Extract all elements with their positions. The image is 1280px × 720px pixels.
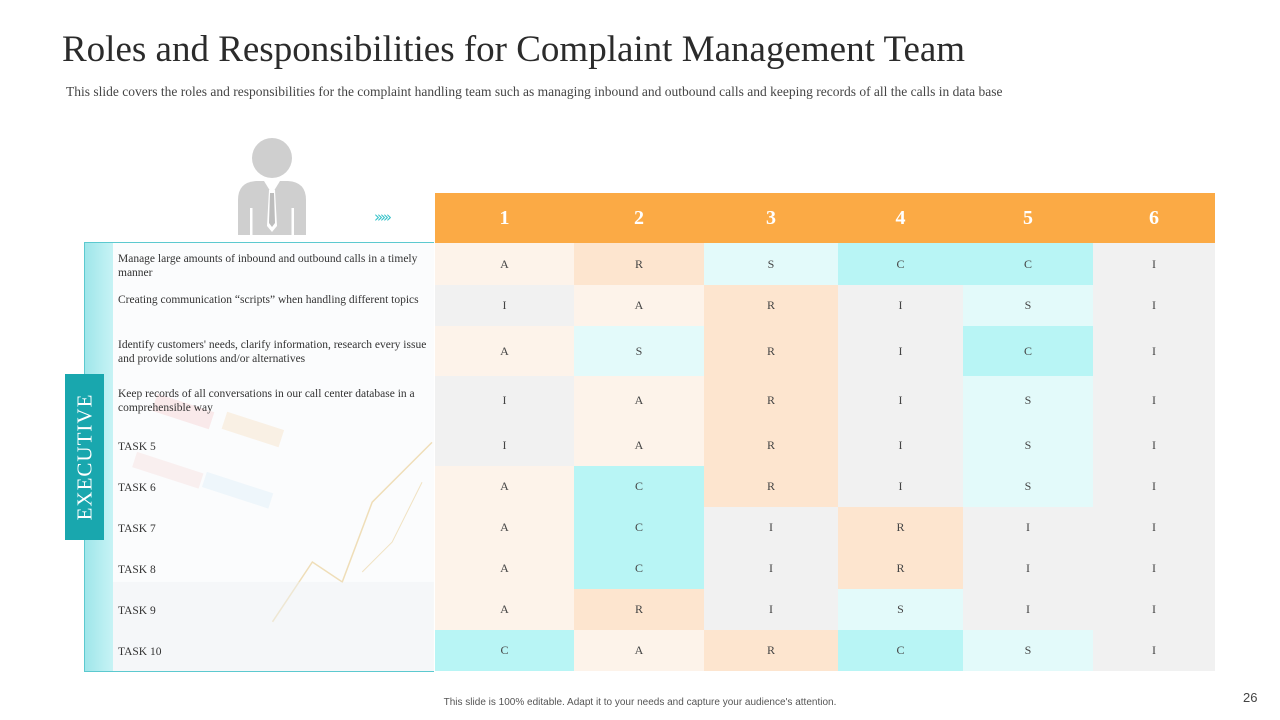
column-header: 5 — [1023, 207, 1033, 229]
column-header: 6 — [1149, 207, 1159, 229]
matrix-cell: S — [704, 243, 838, 285]
matrix-cell: A — [435, 589, 574, 630]
matrix-cell: C — [838, 243, 963, 285]
matrix-cell: A — [435, 243, 574, 285]
task-label: TASK 10 — [118, 646, 162, 658]
role-label: EXECUTIVE — [65, 374, 104, 540]
matrix-cell: C — [963, 243, 1093, 285]
matrix-cell: R — [704, 326, 838, 376]
matrix-cell: R — [704, 466, 838, 507]
matrix-cell: A — [574, 630, 704, 671]
matrix-cell: I — [1093, 630, 1215, 671]
matrix-cell: I — [435, 285, 574, 326]
page-subtitle: This slide covers the roles and responsi… — [66, 84, 1003, 99]
matrix-cell: S — [963, 285, 1093, 326]
task-label: Identify customers' needs, clarify infor… — [118, 339, 427, 365]
matrix-cell: A — [574, 376, 704, 425]
matrix-cell: I — [435, 425, 574, 466]
matrix-cell: I — [435, 376, 574, 425]
task-label: TASK 8 — [118, 564, 156, 576]
matrix-cell: A — [435, 466, 574, 507]
user-business-icon — [238, 138, 306, 235]
matrix-header: 1 2 3 4 5 6 — [435, 193, 1215, 243]
task-label: Manage large amounts of inbound and outb… — [118, 253, 418, 279]
matrix-cell: I — [1093, 285, 1215, 326]
matrix-cell: I — [838, 326, 963, 376]
matrix-cell: S — [963, 630, 1093, 671]
matrix-cell: R — [574, 243, 704, 285]
background-chart-decoration — [113, 393, 434, 671]
matrix-cell: R — [838, 548, 963, 589]
task-label: TASK 6 — [118, 482, 156, 494]
page-number: 26 — [1243, 690, 1258, 705]
matrix-cell: I — [1093, 243, 1215, 285]
task-label: TASK 9 — [118, 605, 156, 617]
matrix-cell: I — [1093, 326, 1215, 376]
matrix-cell: I — [1093, 466, 1215, 507]
matrix-cell: A — [435, 548, 574, 589]
matrix-cell: S — [963, 425, 1093, 466]
task-label: TASK 5 — [118, 441, 156, 453]
matrix-cell: A — [435, 326, 574, 376]
page-title: Roles and Responsibilities for Complaint… — [62, 29, 966, 70]
matrix-cell: I — [838, 466, 963, 507]
matrix-cell: S — [574, 326, 704, 376]
matrix-cell: I — [838, 425, 963, 466]
matrix-cell: C — [963, 326, 1093, 376]
task-label: Keep records of all conversations in our… — [118, 388, 415, 414]
matrix-cell: I — [704, 589, 838, 630]
matrix-cell: A — [574, 285, 704, 326]
matrix-cell: C — [574, 466, 704, 507]
footer-note: This slide is 100% editable. Adapt it to… — [443, 697, 837, 708]
matrix-cell: I — [838, 376, 963, 425]
matrix-cell: C — [574, 548, 704, 589]
matrix-cell: C — [838, 630, 963, 671]
task-label: TASK 7 — [118, 523, 156, 535]
matrix-cell: I — [1093, 589, 1215, 630]
matrix-cell: S — [838, 589, 963, 630]
column-header: 1 — [499, 207, 510, 229]
matrix-cell: I — [1093, 548, 1215, 589]
matrix-cell: I — [1093, 376, 1215, 425]
matrix-cell: R — [574, 589, 704, 630]
matrix-cell: R — [838, 507, 963, 548]
matrix-cell: R — [704, 285, 838, 326]
matrix-cell: A — [574, 425, 704, 466]
column-header: 4 — [895, 207, 906, 229]
matrix-cell: S — [963, 376, 1093, 425]
chevrons-right-icon: ››››› — [374, 208, 392, 226]
matrix-cell: I — [963, 548, 1093, 589]
matrix-cell: I — [704, 548, 838, 589]
task-panel — [84, 242, 434, 672]
matrix-cell: I — [1093, 425, 1215, 466]
matrix-cell: I — [963, 589, 1093, 630]
matrix-cell: C — [574, 507, 704, 548]
matrix-cell: S — [963, 466, 1093, 507]
matrix-cell: R — [704, 425, 838, 466]
matrix-cell: I — [1093, 507, 1215, 548]
column-header: 3 — [766, 207, 776, 229]
column-header: 2 — [634, 207, 644, 229]
matrix-cell: I — [704, 507, 838, 548]
matrix-cell: R — [704, 376, 838, 425]
matrix-cell: R — [704, 630, 838, 671]
matrix-cell: I — [963, 507, 1093, 548]
matrix-cell: I — [838, 285, 963, 326]
matrix-cell: C — [435, 630, 574, 671]
matrix-cell: A — [435, 507, 574, 548]
task-label: Creating communication “scripts” when ha… — [118, 294, 419, 306]
